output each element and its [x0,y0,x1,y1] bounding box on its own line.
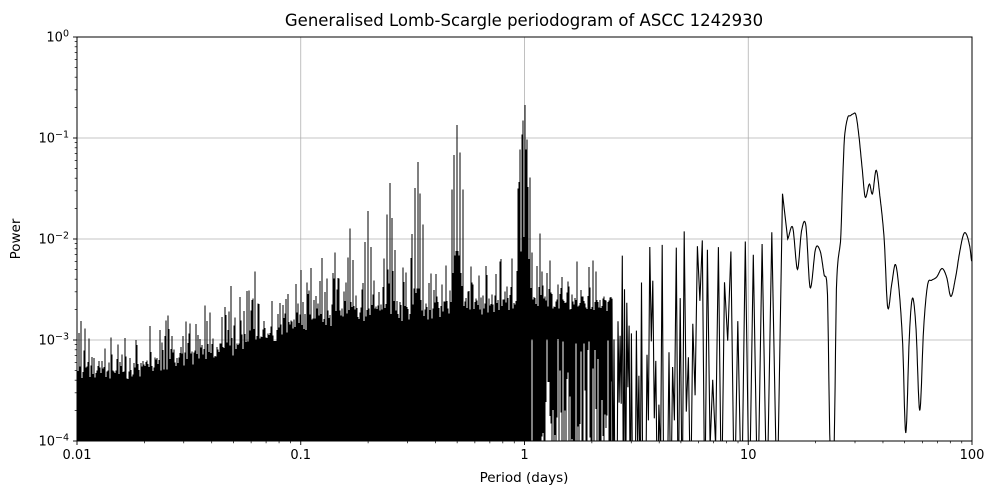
y-tick-label: 100 [46,29,69,46]
series-layer [77,105,972,441]
x-tick-label: 0.1 [290,448,311,463]
y-tick-label: 10−1 [38,130,69,147]
y-tick-label: 10−2 [38,231,69,248]
x-tick-label: 0.01 [63,448,92,463]
x-tick-label: 1 [520,448,528,463]
y-axis-label: Power [8,218,24,259]
periodogram-dense-region [77,105,613,441]
y-tick-label: 10−3 [38,332,69,349]
x-axis-label: Period (days) [480,470,569,486]
x-tick-label: 10 [740,448,757,463]
y-tick-label: 10−4 [38,433,69,450]
x-tick-label: 100 [960,448,985,463]
periodogram-curve [611,112,972,441]
axis-tick-labels: 0.01 0.1 1 10 100 100 10−1 10−2 10−3 10−4 [38,29,984,464]
axis-ticks [73,36,973,445]
chart-title: Generalised Lomb-Scargle periodogram of … [285,11,763,30]
